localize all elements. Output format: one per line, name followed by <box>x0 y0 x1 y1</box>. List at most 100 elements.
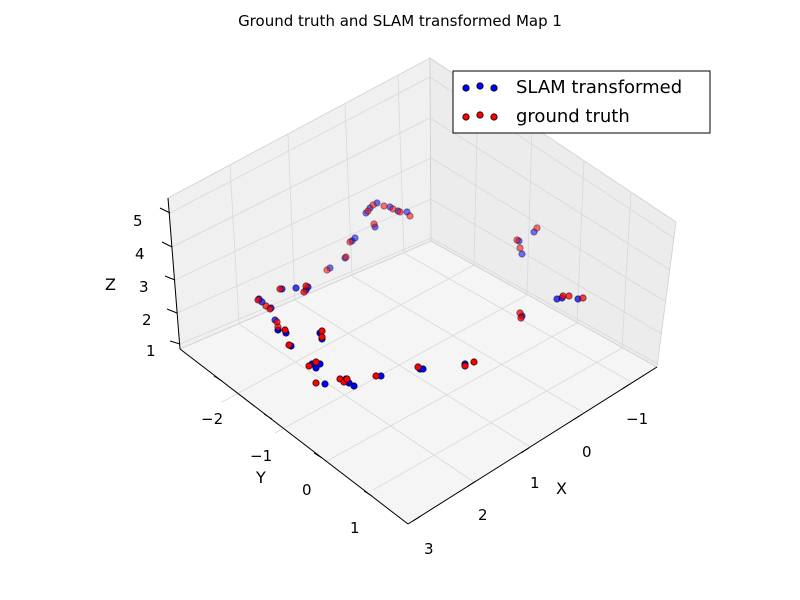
grid-line <box>430 198 663 335</box>
grid-line <box>229 165 240 325</box>
ground-truth-point <box>579 294 587 302</box>
ground-truth-point <box>285 341 293 349</box>
ground-truth-point <box>343 375 351 383</box>
ground-truth-point <box>565 292 573 300</box>
ground-truth-point <box>305 362 313 370</box>
ground-truth-point <box>370 220 378 228</box>
ground-truth-point <box>281 326 289 334</box>
x-tick-mark <box>572 414 582 421</box>
grid-line <box>294 299 531 448</box>
ground-truth-point <box>533 224 541 232</box>
ground-truth-point <box>254 296 262 304</box>
grid-line <box>429 117 671 271</box>
z-tick-label: 4 <box>135 245 145 263</box>
legend: SLAM transformed ground truth <box>452 70 711 134</box>
z-tick-labels: 5 4 3 2 1 <box>133 212 156 360</box>
data-points <box>254 199 587 390</box>
ground-truth-point <box>470 358 478 366</box>
ground-truth-point <box>369 201 377 209</box>
grid-line <box>397 75 405 254</box>
ground-truth-point <box>300 288 308 296</box>
y-tick-label: −1 <box>250 447 272 465</box>
ground-truth-point <box>318 333 326 341</box>
y-tick-label: 1 <box>350 519 360 537</box>
slam-point <box>351 234 359 242</box>
y-tick-label: −2 <box>201 410 223 428</box>
y-axis-label: Y <box>255 468 266 487</box>
z-tick-label: 2 <box>142 311 152 329</box>
y-tick-mark <box>363 490 373 497</box>
z-axis-line <box>167 197 181 350</box>
z-tick-mark <box>169 340 181 345</box>
legend-box <box>452 70 711 134</box>
axes-panes <box>167 57 677 525</box>
ground-truth-point <box>517 314 525 322</box>
ground-truth-point <box>461 362 469 370</box>
grid-line <box>174 157 432 281</box>
grid-line <box>169 76 431 214</box>
legend-marker-ground-truth <box>462 111 498 121</box>
z-axis-label: Z <box>105 275 116 294</box>
x-tick-mark <box>467 480 477 487</box>
z-tick-label: 5 <box>133 212 143 230</box>
grid-line <box>171 117 431 248</box>
ground-truth-point <box>516 244 524 252</box>
legend-dot <box>476 82 484 90</box>
legend-dot <box>462 84 470 92</box>
ground-truth-point <box>513 236 521 244</box>
x-tick-mark <box>621 383 631 390</box>
z-tick-label: 1 <box>146 342 156 360</box>
ground-truth-point <box>276 285 284 293</box>
grid-line <box>372 347 623 491</box>
grid-line <box>287 134 296 301</box>
ground-truth-point <box>318 327 326 335</box>
ground-truth-point <box>372 372 380 380</box>
x-axis-line <box>407 366 658 525</box>
legend-label-slam: SLAM transformed <box>516 77 682 98</box>
tick-marks <box>159 207 631 522</box>
x-tick-label: −1 <box>626 410 648 428</box>
y-tick-mark <box>263 413 273 420</box>
ground-truth-point <box>559 292 567 300</box>
y-tick-mark <box>313 452 323 459</box>
ground-truth-point <box>266 305 274 313</box>
ground-truth-point <box>364 207 372 215</box>
chart-title: Ground truth and SLAM transformed Map 1 <box>238 12 562 30</box>
slam-point <box>518 250 526 258</box>
x-tick-mark <box>412 515 422 522</box>
x-tick-labels: −1 0 1 2 3 <box>424 410 648 558</box>
legend-dot <box>490 113 498 121</box>
grid <box>169 75 675 491</box>
x-axis-label: X <box>556 479 567 498</box>
grid-line <box>176 198 432 314</box>
grid-line <box>238 323 475 483</box>
ground-truth-point <box>342 253 350 261</box>
x-tick-label: 0 <box>582 443 592 461</box>
ground-truth-point <box>312 358 320 366</box>
y-tick-mark <box>213 375 223 382</box>
ground-truth-point <box>414 363 422 371</box>
z-tick-mark <box>159 207 171 214</box>
z-tick-label: 3 <box>139 278 149 296</box>
z-tick-mark <box>161 241 173 248</box>
grid-line <box>621 191 632 349</box>
ground-truth-point <box>312 379 320 387</box>
ground-truth-point <box>389 205 397 213</box>
slam-point <box>350 382 358 390</box>
z-tick-mark <box>164 275 176 281</box>
ground-truth-point <box>406 212 414 220</box>
legend-dot <box>476 111 484 119</box>
ground-truth-point <box>323 266 331 274</box>
x-tick-label: 2 <box>478 506 488 524</box>
ground-truth-point <box>346 238 354 246</box>
ground-truth-point <box>396 208 404 216</box>
y-tick-labels: −2 −1 0 1 <box>201 410 360 537</box>
grid-line <box>526 125 533 296</box>
y-tick-label: 0 <box>302 481 312 499</box>
grid-line <box>274 294 528 434</box>
ground-truth-point <box>274 323 282 331</box>
grid-line <box>430 237 659 365</box>
slam-point <box>321 380 329 388</box>
grid-line <box>344 103 353 277</box>
